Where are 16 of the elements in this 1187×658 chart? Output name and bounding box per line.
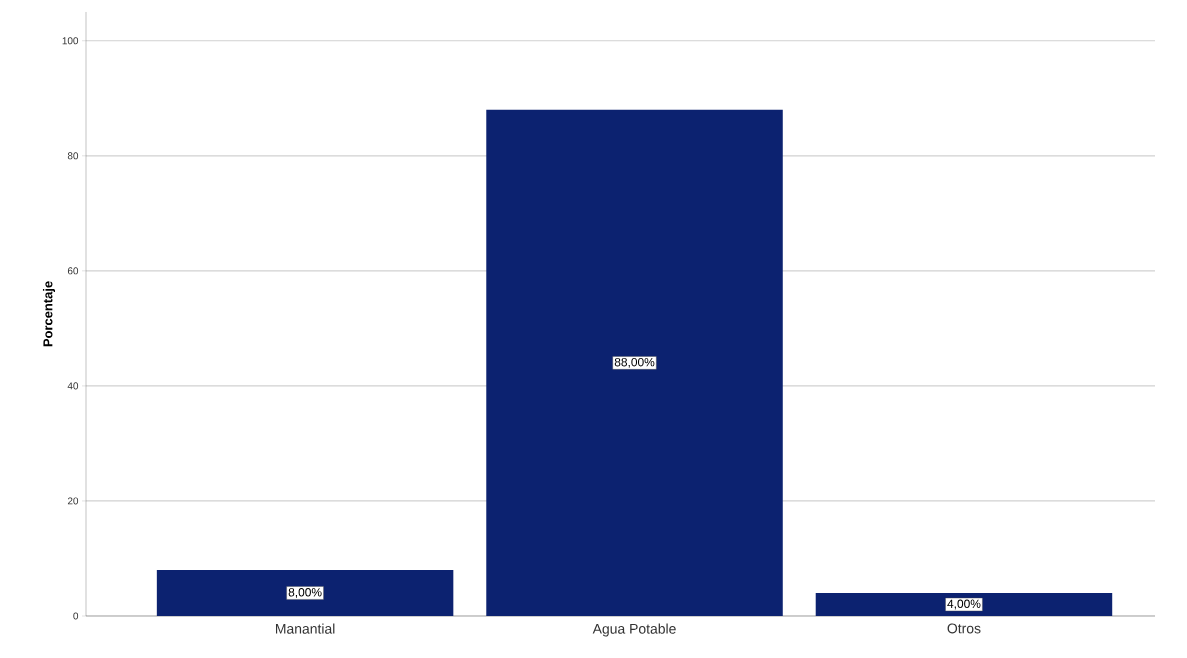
bar [815, 592, 1113, 616]
y-tick-label: 40 [67, 382, 79, 390]
bar [486, 109, 783, 616]
bar [156, 569, 454, 616]
x-tick-label: Otros [947, 623, 981, 634]
y-axis-title: Porcentaje [42, 281, 56, 347]
y-tick-label: 80 [67, 152, 79, 160]
data-label: 88,00% [614, 357, 655, 368]
data-label: 4,00% [947, 599, 981, 610]
data-label: 8,00% [288, 588, 322, 598]
y-tick-label: 100 [62, 37, 79, 45]
y-tick-label: 20 [67, 497, 79, 505]
x-tick-label: Manantial [275, 623, 335, 634]
y-tick-label: 0 [73, 612, 79, 620]
x-tick-label: Agua Potable [592, 623, 676, 637]
y-tick-label: 60 [67, 267, 79, 275]
